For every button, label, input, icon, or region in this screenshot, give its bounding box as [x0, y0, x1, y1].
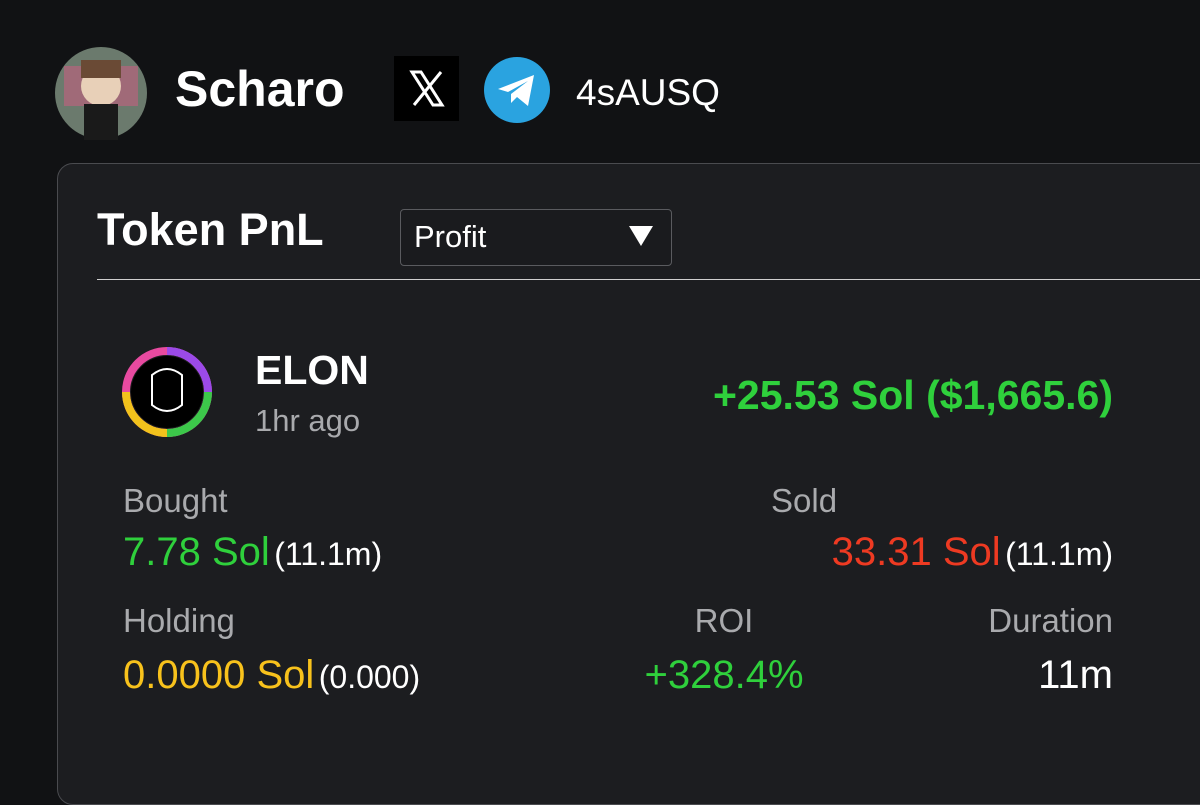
- x-link[interactable]: [394, 56, 459, 121]
- sold-count: (11.1m): [1005, 536, 1113, 572]
- bought-label: Bought: [123, 482, 228, 519]
- sold-label: Sold: [771, 482, 838, 519]
- roi-label: ROI: [694, 602, 754, 639]
- pnl-card: [57, 163, 1200, 805]
- bought-value: 7.78 Sol: [123, 530, 270, 574]
- duration-label: Duration: [988, 602, 1113, 639]
- token-time: 1hr ago: [255, 403, 361, 438]
- username[interactable]: Scharo: [175, 61, 345, 117]
- dropdown-value[interactable]: Profit: [414, 219, 487, 254]
- duration-value: 11m: [1038, 653, 1113, 697]
- sold-row: 33.31 Sol (11.1m): [832, 532, 1113, 572]
- bought-row: 7.78 Sol (11.1m): [123, 532, 382, 572]
- pnl-value: +25.53 Sol ($1,665.6): [712, 372, 1113, 418]
- wallet[interactable]: 4sAUSQ: [576, 72, 720, 113]
- token-icon: [122, 347, 212, 437]
- dropdown[interactable]: [400, 209, 672, 266]
- roi-value: +328.4%: [644, 653, 804, 697]
- holding-value: 0.0000 Sol: [123, 653, 315, 697]
- holding-row: 0.0000 Sol (0.000): [123, 655, 420, 695]
- holding-label: Holding: [123, 602, 235, 639]
- dropdown-arrow[interactable]: [629, 226, 653, 246]
- bought-count: (11.1m): [274, 536, 383, 572]
- token-name: ELON: [255, 347, 369, 393]
- telegram-link[interactable]: [484, 57, 550, 123]
- sold-value: 33.31 Sol: [831, 530, 1001, 574]
- avatar[interactable]: [54, 46, 148, 140]
- divider: [97, 279, 1200, 280]
- card-title: Token PnL: [97, 204, 324, 255]
- page: Scharo 4sAUSQ Token PnL Profit ELON 1hr …: [54, 46, 1200, 805]
- holding-count: (0.000): [318, 659, 421, 695]
